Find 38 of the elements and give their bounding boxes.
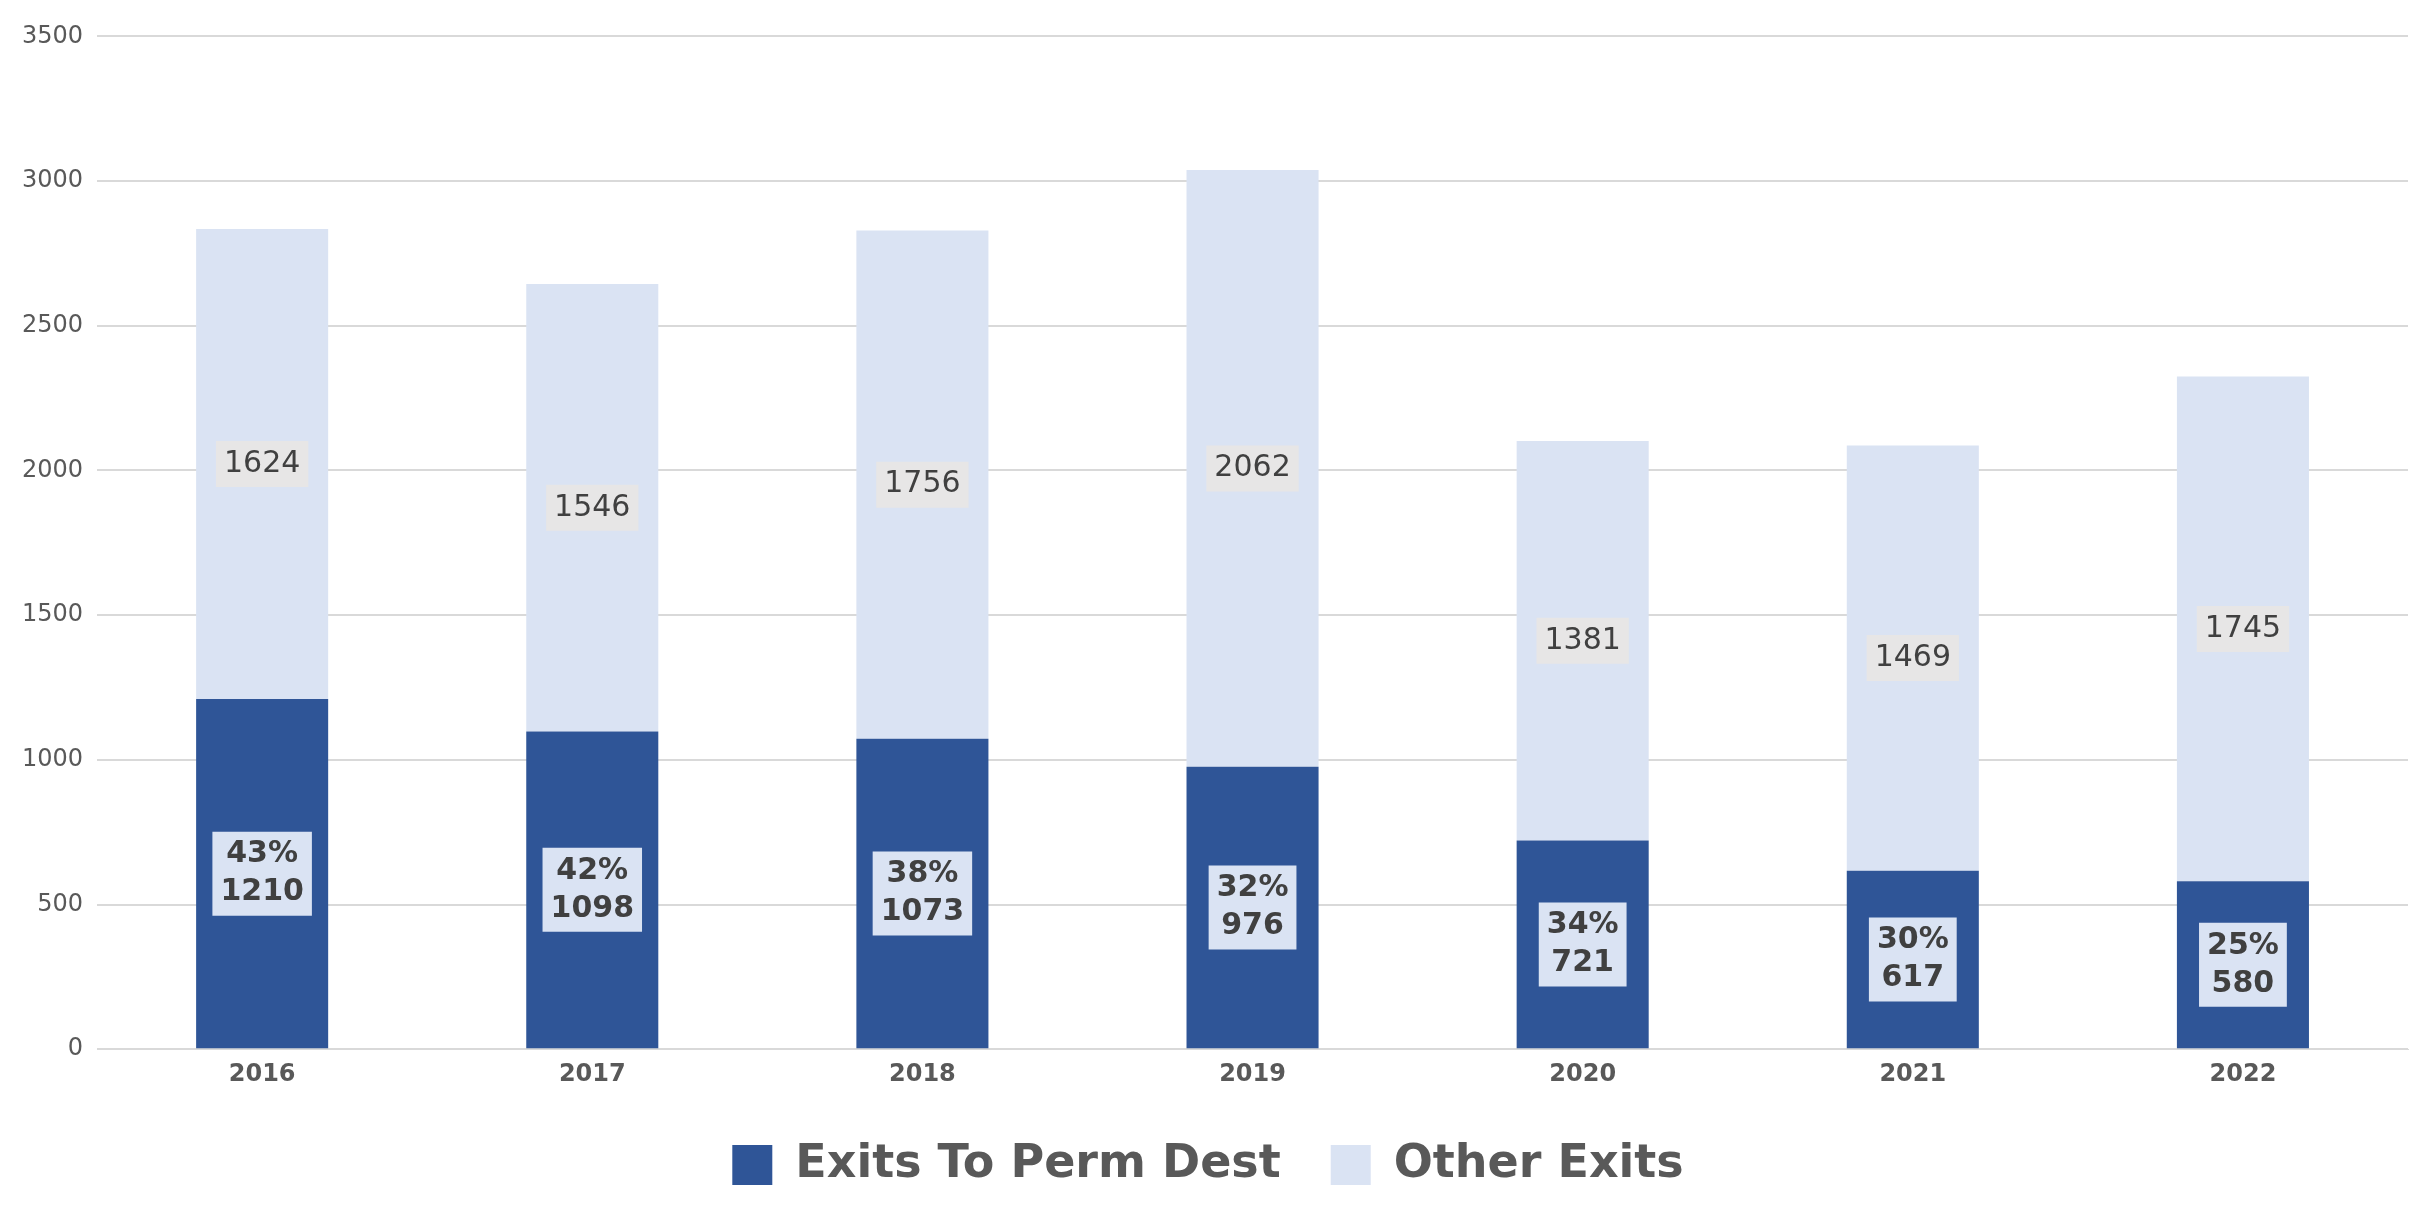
x-tick-label: 2019 [1219,1058,1286,1087]
bar [196,229,329,700]
data-label: 38% 1073 [880,854,965,928]
data-label: 34% 721 [1546,905,1619,979]
x-tick-label: 2017 [558,1058,626,1087]
y-tick-label: 1000 [22,744,84,773]
x-tick-label: 2016 [228,1058,296,1087]
y-tick-label: 1500 [22,599,84,628]
bar [856,230,989,739]
y-tick-label: 2500 [22,310,84,339]
data-label: 1624 [223,443,301,479]
data-label: 1546 [554,487,631,523]
data-label: 30% 617 [1876,920,1949,994]
data-label: 32% 976 [1216,868,1289,942]
x-tick-label: 2022 [2209,1058,2277,1087]
data-label: 1469 [1874,637,1951,673]
bar [1186,170,1319,767]
x-tick-label: 2021 [1879,1058,1947,1087]
y-tick-label: 3000 [22,165,84,194]
y-tick-label: 3500 [22,20,84,49]
x-tick-label: 2018 [889,1058,956,1087]
bar [1516,440,1649,841]
x-tick-label: 2020 [1549,1058,1617,1087]
bar [526,284,659,732]
y-tick-label: 2000 [22,454,84,483]
bar [2176,376,2309,882]
data-label: 1756 [884,464,961,500]
data-label: 42% 1098 [550,850,635,924]
legend-label: Exits To Perm Dest [795,1133,1281,1188]
data-label: 1381 [1544,620,1621,656]
data-label: 25% 580 [2207,925,2279,999]
y-tick-label: 500 [37,888,84,917]
y-tick-label: 0 [67,1033,84,1062]
data-label: 43% 1210 [220,834,304,908]
bar [1846,445,1979,871]
data-label: 2062 [1214,448,1291,484]
legend-label: Other Exits [1393,1133,1684,1188]
data-label: 1745 [2204,608,2282,644]
